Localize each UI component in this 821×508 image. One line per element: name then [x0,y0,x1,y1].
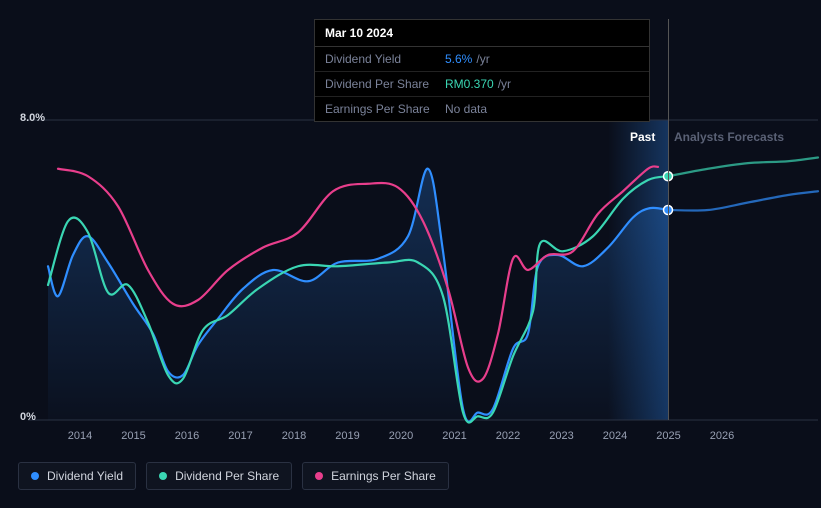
y-axis-max: 8.0% [20,112,45,124]
legend-label: Dividend Per Share [175,469,279,483]
tooltip-metric-suffix: /yr [498,77,511,91]
legend-label: Earnings Per Share [331,469,436,483]
x-axis-year-label: 2014 [68,430,92,442]
dividend-chart: 8.0% 0% Past Analysts Forecasts 2014 2015… [18,100,821,460]
x-axis-year-label: 2016 [175,430,199,442]
tooltip-row: Earnings Per ShareNo data [315,97,649,121]
tooltip-indicator-line [668,19,669,420]
legend-color-dot [315,472,323,480]
x-axis-year-label: 2019 [335,430,359,442]
x-axis-year-label: 2017 [228,430,252,442]
chart-plot-area[interactable] [18,100,821,460]
x-axis-year-label: 2022 [496,430,520,442]
tooltip-metric-label: Earnings Per Share [325,102,445,116]
legend-item[interactable]: Earnings Per Share [302,462,449,490]
x-axis-year-label: 2021 [442,430,466,442]
legend-label: Dividend Yield [47,469,123,483]
y-axis-min: 0% [20,411,36,423]
tooltip-metric-label: Dividend Per Share [325,77,445,91]
legend-item[interactable]: Dividend Yield [18,462,136,490]
x-axis-year-label: 2024 [603,430,627,442]
past-section-label: Past [630,130,655,144]
tooltip-metric-value: No data [445,102,487,116]
chart-tooltip: Mar 10 2024 Dividend Yield5.6%/yrDividen… [314,19,650,122]
x-axis-year-label: 2015 [121,430,145,442]
x-axis-year-label: 2018 [282,430,306,442]
tooltip-metric-label: Dividend Yield [325,52,445,66]
legend-color-dot [159,472,167,480]
x-axis-year-label: 2020 [389,430,413,442]
tooltip-date: Mar 10 2024 [315,20,649,47]
forecast-section-label: Analysts Forecasts [674,130,784,144]
tooltip-row: Dividend Yield5.6% /yr [315,47,649,72]
x-axis-year-label: 2023 [549,430,573,442]
x-axis-year-label: 2025 [656,430,680,442]
legend-color-dot [31,472,39,480]
x-axis-year-label: 2026 [710,430,734,442]
tooltip-metric-value: RM0.370 [445,77,494,91]
tooltip-row: Dividend Per ShareRM0.370/yr [315,72,649,97]
chart-legend: Dividend Yield Dividend Per Share Earnings… [18,462,449,490]
legend-item[interactable]: Dividend Per Share [146,462,292,490]
tooltip-metric-value: 5.6% [445,52,472,66]
tooltip-metric-suffix: /yr [476,52,489,66]
